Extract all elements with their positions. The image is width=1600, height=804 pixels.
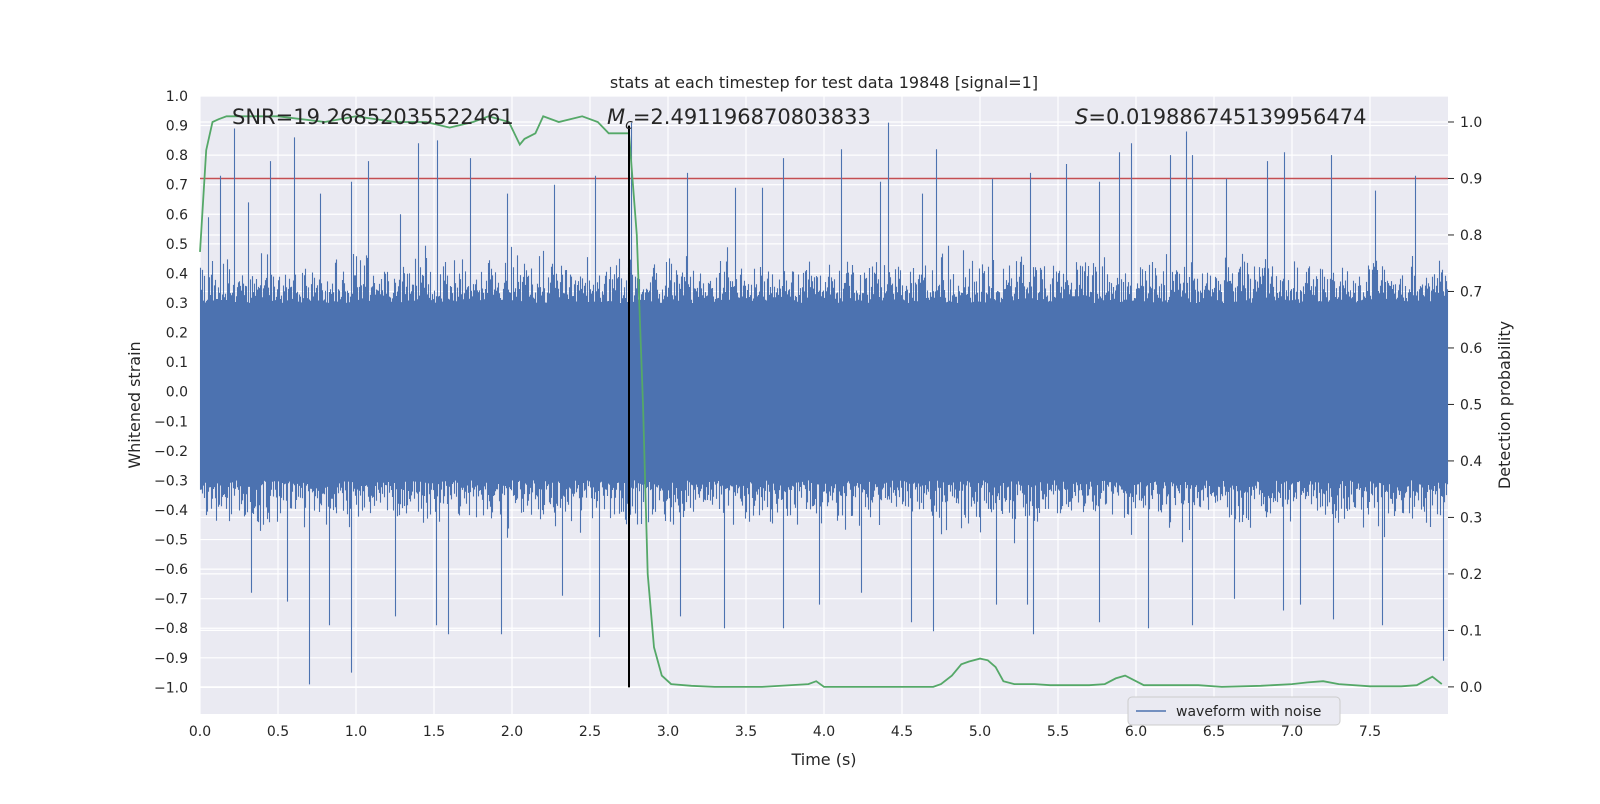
y-left-tick-label: 0.4	[166, 266, 188, 282]
x-tick-label: 6.0	[1125, 724, 1147, 740]
y-right-tick-label: 1.0	[1460, 115, 1482, 131]
y-left-tick-label: 0.7	[166, 178, 188, 194]
x-tick-label: 0.0	[189, 724, 211, 740]
y-right-tick-label: 0.8	[1460, 228, 1482, 244]
y-left-axis-ticks: 1.0 0.9 0.8 0.7 0.6 0.5 0.4 0.3 0.2 0.1 0.0 −0.1 −0.…	[154, 89, 188, 696]
snr-annotation: SNR=19.26852035522461	[232, 105, 514, 129]
y-left-tick-label: −0.2	[154, 444, 188, 460]
x-tick-label: 7.5	[1359, 724, 1381, 740]
probability-series	[199, 115, 1443, 688]
y-right-tick-label: 0.3	[1460, 510, 1482, 526]
y-right-tick-label: 0.6	[1460, 341, 1482, 357]
x-axis-label: Time (s)	[790, 750, 856, 769]
y-left-tick-label: −0.3	[154, 473, 188, 489]
y-right-tick-label: 0.0	[1460, 680, 1482, 696]
x-tick-label: 2.0	[501, 724, 523, 740]
x-tick-label: 3.0	[657, 724, 679, 740]
legend: waveform with noise	[1127, 696, 1341, 726]
y-right-axis-label: Detection probability	[1495, 321, 1514, 489]
y-left-tick-label: 0.5	[166, 237, 188, 253]
y-left-tick-label: 0.1	[166, 355, 188, 371]
y-left-tick-label: 0.2	[166, 326, 188, 342]
x-tick-label: 5.0	[969, 724, 991, 740]
y-right-tick-label: 0.5	[1460, 397, 1482, 413]
legend-label: waveform with noise	[1176, 704, 1321, 720]
s-annotation: S=0.019886745139956474	[1075, 105, 1366, 129]
x-tick-label: 4.5	[891, 724, 913, 740]
y-left-tick-label: −0.9	[154, 651, 188, 667]
x-tick-label: 3.5	[735, 724, 757, 740]
x-tick-label: 5.5	[1047, 724, 1069, 740]
y-left-tick-label: 0.0	[166, 385, 188, 401]
y-left-tick-label: −1.0	[154, 680, 188, 696]
waveform-layer	[199, 122, 1449, 685]
x-tick-label: 7.0	[1281, 724, 1303, 740]
y-left-tick-label: 0.3	[166, 296, 188, 312]
y-left-tick-label: 0.8	[166, 148, 188, 164]
waveform-core-band	[200, 302, 1448, 481]
x-tick-label: 2.5	[579, 724, 601, 740]
chart-title: stats at each timestep for test data 198…	[610, 73, 1038, 92]
chirp-mass-symbol: M	[607, 105, 625, 129]
chirp-mass-subscript: c	[625, 117, 633, 133]
x-tick-label: 1.0	[345, 724, 367, 740]
s-symbol: S	[1075, 105, 1088, 129]
chirp-mass-annotation: Mc=2.491196870803833	[607, 105, 871, 133]
y-right-tick-label: 0.4	[1460, 454, 1482, 470]
x-tick-label: 0.5	[267, 724, 289, 740]
y-left-tick-label: 1.0	[166, 89, 188, 105]
y-right-axis-ticks: 1.0 0.9 0.8 0.7 0.6 0.5 0.4 0.3 0.2 0.1 0.0	[1448, 115, 1482, 696]
x-axis-ticks: 0.0 0.5 1.0 1.5 2.0 2.5 3.0 3.5 4.0 4.5 5.0 5.5 6.0 6…	[189, 724, 1381, 740]
y-right-tick-label: 0.7	[1460, 284, 1482, 300]
y-left-tick-label: −0.1	[154, 414, 188, 430]
x-tick-label: 4.0	[813, 724, 835, 740]
y-left-tick-label: 0.6	[166, 207, 188, 223]
y-left-tick-label: −0.4	[154, 503, 188, 519]
y-left-axis-label: Whitened strain	[125, 341, 144, 468]
probability-layer	[199, 115, 1443, 688]
y-right-tick-label: 0.9	[1460, 171, 1482, 187]
chirp-mass-value: =2.491196870803833	[633, 105, 871, 129]
y-left-tick-label: −0.8	[154, 621, 188, 637]
legend-box	[1127, 696, 1341, 726]
x-tick-label: 1.5	[423, 724, 445, 740]
y-right-tick-label: 0.2	[1460, 567, 1482, 583]
y-left-tick-label: −0.7	[154, 592, 188, 608]
y-left-tick-label: −0.5	[154, 533, 188, 549]
y-left-tick-label: −0.6	[154, 562, 188, 578]
s-value: =0.019886745139956474	[1088, 105, 1366, 129]
y-left-tick-label: 0.9	[166, 119, 188, 135]
x-tick-label: 6.5	[1203, 724, 1225, 740]
y-right-tick-label: 0.1	[1460, 623, 1482, 639]
